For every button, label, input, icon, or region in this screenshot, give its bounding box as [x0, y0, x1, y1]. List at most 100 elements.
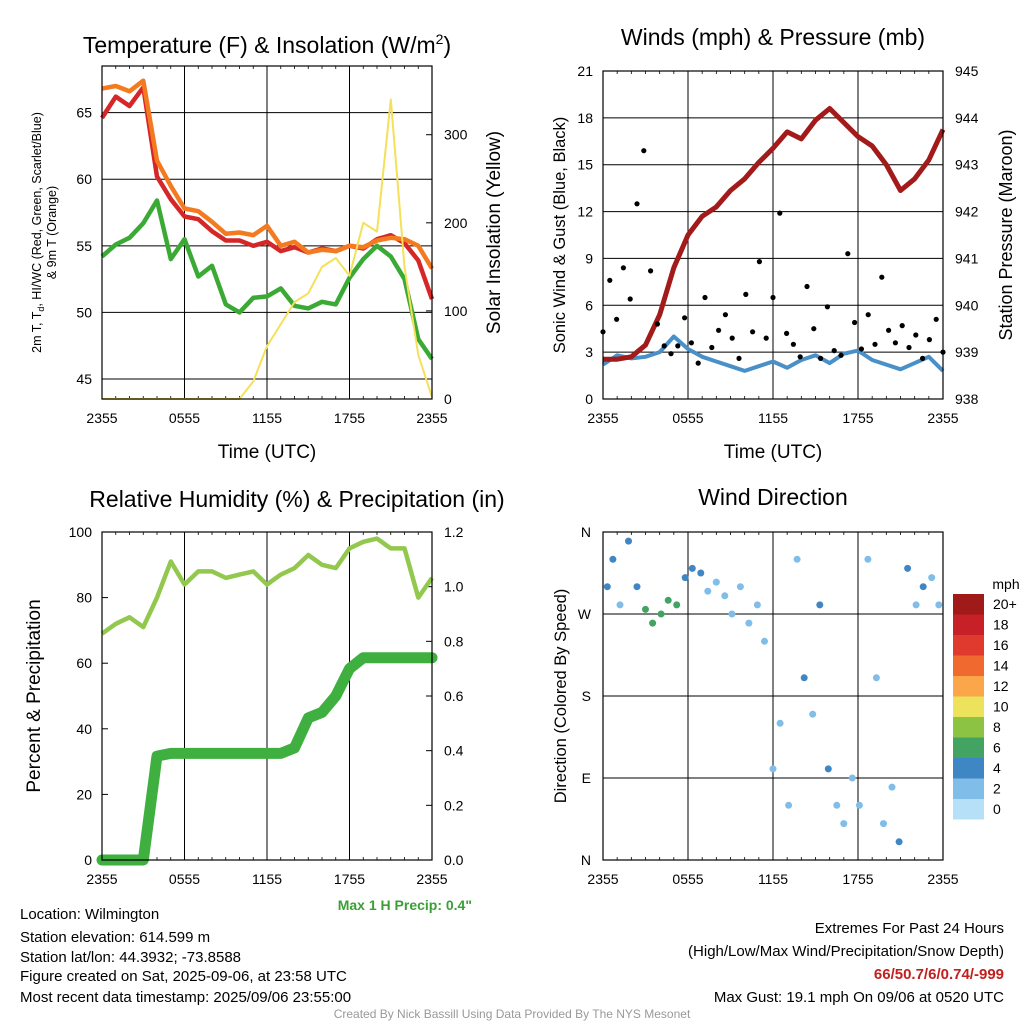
legend-swatch — [953, 655, 984, 676]
direction-point — [864, 555, 872, 563]
direction-point — [809, 710, 817, 718]
y-left-tick-label: 15 — [577, 157, 593, 173]
location-label: Location: Wilmington — [20, 906, 160, 923]
y-right-tick-label: 1.0 — [444, 579, 464, 595]
direction-point — [688, 564, 696, 572]
gust-point — [641, 148, 647, 154]
gust-point — [920, 355, 926, 361]
direction-point — [681, 574, 689, 582]
direction-point — [616, 601, 624, 609]
gust-point — [913, 332, 919, 338]
gust-point — [722, 312, 729, 318]
chart-title: Temperature (F) & Insolation (W/m2) — [83, 31, 451, 58]
latlon-label: Station lat/lon: 44.3932; -73.8588 — [20, 949, 242, 966]
gust-point — [926, 337, 933, 343]
y-left-axis-label: 2m T, Td, HI/WC (Red, Green, Scarlet/Blu… — [30, 112, 46, 353]
extremes-title: Extremes For Past 24 Hours — [814, 920, 1004, 937]
gust-point — [756, 259, 763, 265]
series-line-td — [100, 198, 434, 361]
y-right-tick-label: 0.2 — [444, 797, 464, 813]
y-right-tick-label: 943 — [955, 157, 979, 173]
gust-point — [661, 343, 667, 349]
direction-point — [721, 592, 729, 600]
y-left-tick-label: 55 — [76, 238, 92, 254]
legend-label: 12 — [993, 678, 1009, 694]
legend-label: 18 — [993, 617, 1009, 633]
direction-point — [848, 774, 856, 782]
direction-point — [840, 820, 848, 828]
x-tick-label: 0555 — [672, 871, 703, 887]
y-right-tick-label: 938 — [955, 391, 979, 407]
legend-swatch — [953, 717, 984, 738]
x-tick-label: 2355 — [86, 871, 117, 887]
legend-swatch — [953, 614, 984, 635]
direction-point — [895, 838, 903, 846]
direction-point — [904, 564, 912, 572]
x-tick-label: 1155 — [252, 871, 282, 887]
series-line-sonic-wind — [601, 334, 945, 373]
y-right-axis-label: Station Pressure (Maroon) — [996, 129, 1016, 340]
y-right-tick-label: 940 — [955, 297, 979, 313]
direction-point — [697, 569, 705, 577]
y-left-tick-label: 80 — [76, 590, 92, 606]
gust-point — [654, 321, 661, 327]
y-right-tick-label: 941 — [955, 250, 979, 266]
x-tick-label: 2355 — [927, 871, 958, 887]
gust-point — [797, 354, 803, 360]
max-gust-label: Max Gust: 19.1 mph On 09/06 at 0520 UTC — [713, 989, 1004, 1006]
direction-point — [633, 583, 641, 591]
y-left-label-group: 2m T, Td, HI/WC (Red, Green, Scarlet/Blu… — [30, 112, 59, 353]
direction-point — [855, 801, 863, 809]
legend-swatch — [953, 778, 984, 799]
legend-swatch — [953, 676, 984, 697]
direction-point — [625, 537, 632, 545]
x-axis-label: Time (UTC) — [724, 442, 823, 463]
extremes-subtitle: (High/Low/Max Wind/Precipitation/Snow De… — [688, 943, 1004, 960]
created-label: Figure created on Sat, 2025-09-06, at 23… — [20, 968, 347, 985]
y-left-axis-label: Sonic Wind & Gust (Blue, Black) — [551, 117, 569, 354]
gust-point — [620, 265, 627, 271]
direction-point — [928, 574, 936, 582]
y-left-axis-label: Percent & Precipitation — [24, 599, 45, 792]
direction-point — [609, 555, 617, 563]
x-tick-label: 1755 — [842, 871, 873, 887]
direction-point — [745, 619, 753, 627]
x-tick-label: 1155 — [758, 410, 788, 426]
gust-point — [716, 327, 722, 333]
legend-label: 10 — [993, 699, 1009, 715]
legend-swatch — [953, 737, 984, 758]
direction-point — [728, 610, 736, 618]
x-tick-label: 2355 — [587, 410, 618, 426]
gust-point — [872, 341, 878, 347]
direction-point — [776, 719, 784, 727]
y-left-tick-label: 21 — [577, 63, 593, 79]
y-right-tick-label: 200 — [444, 215, 468, 231]
gust-point — [790, 341, 797, 347]
plot-frame-4 — [602, 531, 944, 861]
x-axis-label: Time (UTC) — [218, 442, 317, 463]
legend-label: 16 — [993, 637, 1009, 653]
gust-point — [886, 327, 892, 333]
y-left-tick-label: 65 — [76, 105, 92, 121]
gust-point — [831, 348, 837, 354]
gust-point — [865, 312, 871, 318]
y-left-tick-label: 0 — [84, 852, 92, 868]
gust-point — [695, 360, 701, 366]
series-line-precip — [96, 652, 438, 866]
direction-point — [919, 583, 927, 591]
chart-title: Wind Direction — [698, 484, 848, 510]
legend-swatch — [953, 635, 984, 656]
gust-point — [892, 340, 899, 346]
direction-point — [769, 765, 777, 773]
y-axis-label: Direction (Colored By Speed) — [552, 589, 570, 804]
legend-swatch — [953, 594, 984, 615]
y-tick-label: N — [581, 852, 591, 868]
x-tick-label: 2355 — [587, 871, 618, 887]
plot-frame-2 — [602, 70, 944, 400]
y-left-tick-label: 100 — [69, 524, 93, 540]
x-tick-label: 2355 — [86, 410, 117, 426]
credit-label: Created By Nick Bassill Using Data Provi… — [333, 1007, 691, 1021]
direction-point — [793, 555, 801, 563]
direction-point — [761, 637, 768, 645]
plot-frame-3 — [101, 531, 433, 861]
